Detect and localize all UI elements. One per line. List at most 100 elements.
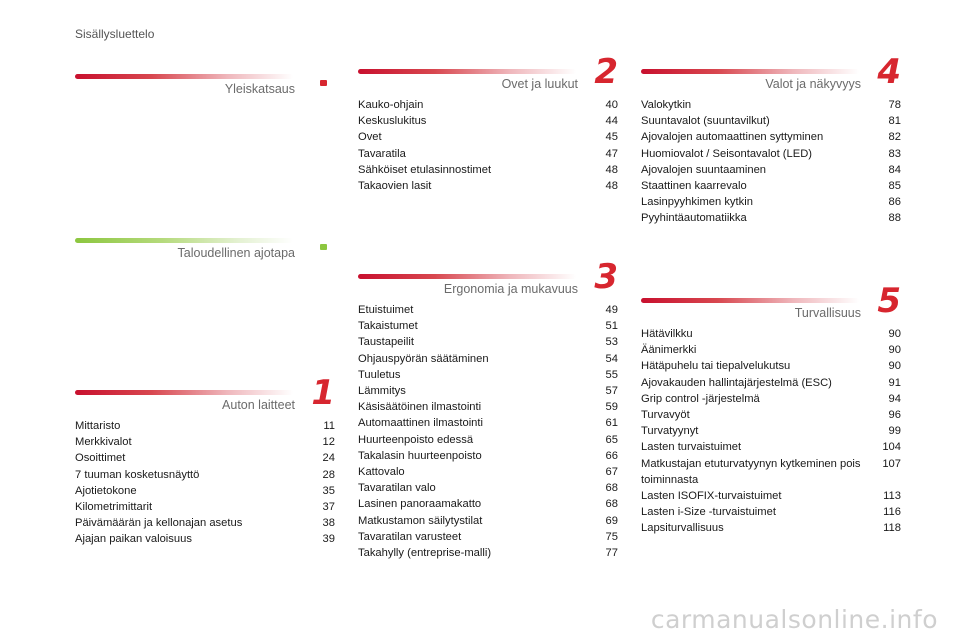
toc-entry[interactable]: Lasten i-Size -turvaistuimet 116 <box>641 504 901 520</box>
toc-entry-page: 113 <box>883 490 901 503</box>
toc-entry[interactable]: Valokytkin 78 <box>641 97 901 113</box>
toc-entry-title: Keskuslukitus <box>358 115 427 128</box>
toc-entry[interactable]: Hätäpuhelu tai tiepalvelukutsu 90 <box>641 358 901 374</box>
toc-entry[interactable]: Ajotietokone 35 <box>75 483 335 499</box>
toc-entry-title: Taustapeilit <box>358 336 414 349</box>
toc-entry[interactable]: Ovet 45 <box>358 129 618 145</box>
toc-entry-page: 118 <box>883 522 901 535</box>
toc-entry[interactable]: Staattinen kaarrevalo 85 <box>641 178 901 194</box>
toc-entry[interactable]: Turvatyynyt 99 <box>641 423 901 439</box>
section-number: 1 <box>311 373 335 413</box>
toc-entry[interactable]: Etuistuimet 49 <box>358 302 618 318</box>
toc-entry-page: 40 <box>605 99 618 111</box>
toc-entry[interactable]: Kauko-ohjain 40 <box>358 97 618 113</box>
toc-entry[interactable]: Automaattinen ilmastointi 61 <box>358 415 618 431</box>
toc-entry[interactable]: Lasten ISOFIX-turvaistuimet 113 <box>641 488 901 504</box>
section-marker-icon <box>320 244 327 250</box>
toc-entry[interactable]: Tavaratilan valo 68 <box>358 480 618 496</box>
toc-entry[interactable]: Ajovakauden hallintajärjestelmä (ESC) 91 <box>641 375 901 391</box>
toc-entry-page: 69 <box>605 514 618 527</box>
toc-entry[interactable]: Osoittimet 24 <box>75 450 335 466</box>
toc-entry-page: 90 <box>888 344 901 357</box>
toc-entry-page: 57 <box>605 385 618 398</box>
toc-list: Etuistuimet 49 Takaistumet 51 Taustapeilit 53… <box>358 302 618 561</box>
toc-entry[interactable]: Tavaratilan varusteet 75 <box>358 529 618 545</box>
toc-entry-title: Takaistumet <box>358 320 418 333</box>
toc-entry-title: Osoittimet <box>75 452 126 465</box>
section-header: Yleiskatsaus <box>75 66 335 102</box>
toc-entry-page: 107 <box>882 457 901 470</box>
toc-entry[interactable]: Grip control -järjestelmä 94 <box>641 391 901 407</box>
section-header: Turvallisuus 5 <box>641 284 901 326</box>
toc-entry-page: 99 <box>888 425 901 438</box>
toc-entry[interactable]: Sähköiset etulasinnostimet 48 <box>358 162 618 178</box>
toc-entry[interactable]: Lasinen panoraamakatto 68 <box>358 496 618 512</box>
toc-entry[interactable]: Huurteenpoisto edessä 65 <box>358 432 618 448</box>
toc-entry[interactable]: Ohjauspyörän säätäminen 54 <box>358 351 618 367</box>
toc-entry-title: Lasten turvaistuimet <box>641 441 742 454</box>
toc-entry-title: Pyyhintäautomatiikka <box>641 212 747 225</box>
section-bar <box>358 69 576 74</box>
toc-entry-title: Takaovien lasit <box>358 180 432 193</box>
toc-entry[interactable]: Huomiovalot / Seisontavalot (LED) 83 <box>641 146 901 162</box>
section-bar <box>75 390 293 395</box>
toc-entry[interactable]: Merkkivalot 12 <box>75 434 335 450</box>
toc-entry[interactable]: Taustapeilit 53 <box>358 334 618 350</box>
toc-entry[interactable]: Ajovalojen suuntaaminen 84 <box>641 162 901 178</box>
section-taloudellinen-ajotapa[interactable]: Taloudellinen ajotapa <box>75 230 335 266</box>
toc-entry[interactable]: Ajovalojen automaattinen syttyminen 82 <box>641 129 901 145</box>
section-auton-laitteet: Auton laitteet 1 Mittaristo 11 Merkkivalot… <box>75 376 335 548</box>
toc-entry-title: Takahylly (entreprise-malli) <box>358 547 492 560</box>
toc-entry-title: Ajovakauden hallintajärjestelmä (ESC) <box>641 376 832 389</box>
toc-entry[interactable]: Lasinpyyhkimen kytkin 86 <box>641 194 901 210</box>
toc-entry[interactable]: Päivämäärän ja kellonajan asetus 38 <box>75 515 335 531</box>
toc-entry-title: Suuntavalot (suuntavilkut) <box>641 115 770 128</box>
toc-entry[interactable]: Takalasin huurteenpoisto 66 <box>358 448 618 464</box>
toc-list: Mittaristo 11 Merkkivalot 12 Osoittimet 24 7 t… <box>75 418 335 548</box>
section-number: 5 <box>877 281 901 321</box>
section-number: 4 <box>877 52 901 92</box>
toc-entry-title: Valokytkin <box>641 99 692 111</box>
toc-entry[interactable]: Matkustamon säilytystilat 69 <box>358 513 618 529</box>
toc-entry[interactable]: Tavaratila 47 <box>358 146 618 162</box>
toc-entry[interactable]: Turvavyöt 96 <box>641 407 901 423</box>
toc-entry[interactable]: Takaovien lasit 48 <box>358 178 618 194</box>
toc-entry-title: Turvatyynyt <box>641 425 699 438</box>
toc-entry[interactable]: Keskuslukitus 44 <box>358 113 618 129</box>
toc-entry-page: 11 <box>323 420 335 432</box>
section-yleiskatsaus[interactable]: Yleiskatsaus <box>75 66 335 102</box>
toc-entry-title: Matkustamon säilytystilat <box>358 514 483 527</box>
toc-entry-page: 77 <box>605 547 618 560</box>
toc-entry-page: 84 <box>888 163 901 176</box>
toc-entry-title: Matkustajan etuturvatyynyn kytkeminen po… <box>641 457 861 486</box>
toc-entry[interactable]: Lapsiturvallisuus 118 <box>641 520 901 536</box>
toc-entry-title: Tuuletus <box>358 368 401 381</box>
toc-entry[interactable]: Mittaristo 11 <box>75 418 335 434</box>
toc-entry-title: Ajajan paikan valoisuus <box>75 533 192 546</box>
toc-entry[interactable]: Kilometrimittarit 37 <box>75 499 335 515</box>
toc-entry-title: Tavaratilan valo <box>358 482 436 495</box>
toc-entry[interactable]: Kattovalo 67 <box>358 464 618 480</box>
toc-entry-title: Lasinpyyhkimen kytkin <box>641 196 753 209</box>
toc-entry[interactable]: Tuuletus 55 <box>358 367 618 383</box>
toc-entry[interactable]: Matkustajan etuturvatyynyn kytkeminen po… <box>641 456 901 488</box>
toc-entry[interactable]: Lasten turvaistuimet 104 <box>641 439 901 455</box>
toc-entry[interactable]: Takaistumet 51 <box>358 318 618 334</box>
toc-entry-title: Staattinen kaarrevalo <box>641 180 747 193</box>
toc-entry[interactable]: Hätävilkku 90 <box>641 326 901 342</box>
toc-entry[interactable]: Äänimerkki 90 <box>641 342 901 358</box>
toc-entry-page: 96 <box>888 409 901 422</box>
toc-entry[interactable]: Käsisäätöinen ilmastointi 59 <box>358 399 618 415</box>
toc-entry[interactable]: Takahylly (entreprise-malli) 77 <box>358 545 618 561</box>
toc-entry[interactable]: 7 tuuman kosketusnäyttö 28 <box>75 467 335 483</box>
toc-entry-page: 37 <box>322 501 335 514</box>
toc-entry-page: 49 <box>605 304 618 316</box>
toc-entry[interactable]: Lämmitys 57 <box>358 383 618 399</box>
toc-entry[interactable]: Pyyhintäautomatiikka 88 <box>641 210 901 226</box>
toc-entry-page: 90 <box>888 328 901 340</box>
toc-entry[interactable]: Suuntavalot (suuntavilkut) 81 <box>641 113 901 129</box>
section-ovet-ja-luukut: Ovet ja luukut 2 Kauko-ohjain 40 Keskusluk… <box>358 55 618 194</box>
toc-entry-title: Grip control -järjestelmä <box>641 392 760 405</box>
section-bar <box>641 298 859 303</box>
toc-entry[interactable]: Ajajan paikan valoisuus 39 <box>75 531 335 547</box>
